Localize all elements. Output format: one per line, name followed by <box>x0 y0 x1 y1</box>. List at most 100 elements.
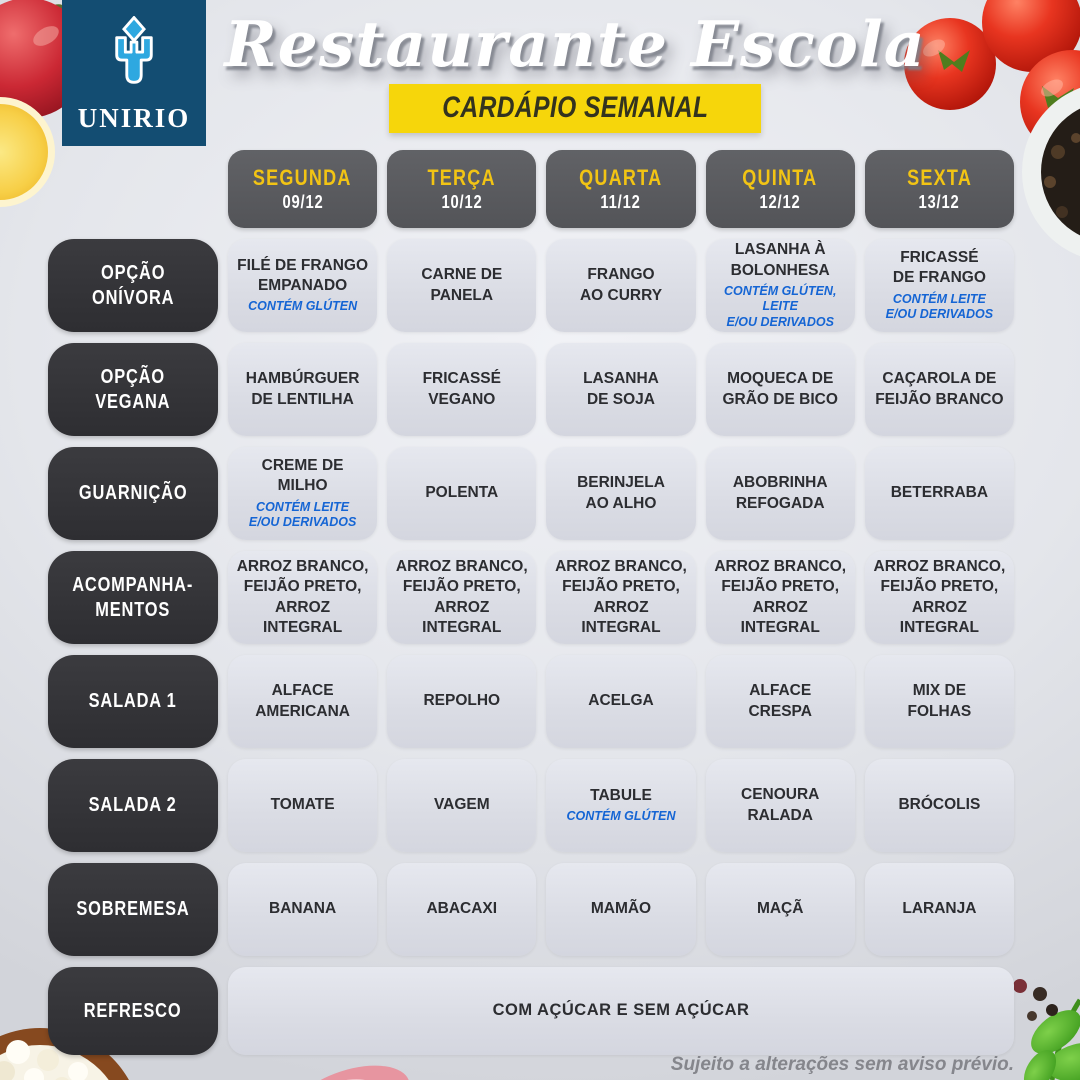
dish-name: MAÇÃ <box>756 900 804 918</box>
dish-name: MOQUECA DE GRÃO DE BICO <box>722 370 838 408</box>
dish-name: CARNE DE PANELA <box>421 266 503 304</box>
day-header-sexta: SEXTA 13/12 <box>864 150 1014 228</box>
row-header-label: OPÇÃO VEGANA <box>95 365 171 413</box>
menu-cell: BETERRABA <box>864 447 1014 540</box>
row-header-opcao-vegana: OPÇÃO VEGANA <box>48 343 218 436</box>
dish-name: CREME DE MILHO <box>261 457 344 495</box>
dish-name: FRICASSÉ DE FRANGO <box>892 249 986 287</box>
dish-name: ALFACE CRESPA <box>748 682 812 720</box>
menu-cell: POLENTA <box>387 447 537 540</box>
row-header-refresco: REFRESCO <box>48 967 218 1055</box>
menu-cell: CAÇAROLA DE FEIJÃO BRANCO <box>864 343 1014 436</box>
menu-cell: CENOURA RALADA <box>705 759 855 852</box>
menu-cell: BRÓCOLIS <box>864 759 1014 852</box>
menu-cell: ARROZ BRANCO, FEIJÃO PRETO, ARROZ INTEGR… <box>546 551 696 644</box>
subtitle-band: CARDÁPIO SEMANAL <box>388 84 762 134</box>
day-name: SEXTA <box>906 165 972 190</box>
row-header-label: SALADA 2 <box>89 794 177 816</box>
row-header-salada-2: SALADA 2 <box>48 759 218 852</box>
dish-name: FILÉ DE FRANGO EMPANADO <box>237 257 369 295</box>
menu-cell: ALFACE AMERICANA <box>228 655 378 748</box>
dish-name: COM AÇÚCAR E SEM AÇÚCAR <box>492 1001 750 1020</box>
row-header-guarnicao: GUARNIÇÃO <box>48 447 218 540</box>
menu-cell: BERINJELA AO ALHO <box>546 447 696 540</box>
dish-name: BANANA <box>269 900 337 918</box>
allergen-note: CONTÉM GLÚTEN <box>566 809 676 824</box>
allergen-note: CONTÉM LEITE E/OU DERIVADOS <box>885 291 994 322</box>
day-header-terca: TERÇA 10/12 <box>387 150 537 228</box>
day-date: 13/12 <box>918 192 960 212</box>
day-header-quinta: QUINTA 12/12 <box>705 150 855 228</box>
unirio-logo-text: UNIRIO <box>77 103 191 133</box>
menu-cell: FRANGO AO CURRY <box>546 239 696 332</box>
menu-cell: MAMÃO <box>546 863 696 956</box>
menu-cell: ARROZ BRANCO, FEIJÃO PRETO, ARROZ INTEGR… <box>864 551 1014 644</box>
day-header-quarta: QUARTA 11/12 <box>546 150 696 228</box>
menu-cell: ABOBRINHA REFOGADA <box>705 447 855 540</box>
dish-name: FRANGO AO CURRY <box>579 266 663 304</box>
day-name: QUINTA <box>742 165 818 190</box>
day-name: QUARTA <box>579 165 663 190</box>
menu-cell: VAGEM <box>387 759 537 852</box>
day-name: SEGUNDA <box>253 165 352 190</box>
menu-cell: LASANHA DE SOJA <box>546 343 696 436</box>
menu-cell: HAMBÚRGUER DE LENTILHA <box>228 343 378 436</box>
menu-cell: CARNE DE PANELA <box>387 239 537 332</box>
dish-name: VAGEM <box>433 796 490 814</box>
dish-name: ABOBRINHA REFOGADA <box>732 474 828 512</box>
menu-cell: MAÇÃ <box>705 863 855 956</box>
menu-cell: MIX DE FOLHAS <box>864 655 1014 748</box>
menu-cell: ARROZ BRANCO, FEIJÃO PRETO, ARROZ INTEGR… <box>387 551 537 644</box>
dish-name: TABULE <box>590 787 652 805</box>
row-header-label: REFRESCO <box>84 999 182 1022</box>
dish-name: POLENTA <box>425 484 499 502</box>
menu-cell: ALFACE CRESPA <box>705 655 855 748</box>
day-date: 10/12 <box>441 192 483 212</box>
menu-cell: FRICASSÉ DE FRANGO CONTÉM LEITE E/OU DER… <box>864 239 1014 332</box>
row-header-label: SALADA 1 <box>89 690 177 712</box>
dish-name: ABACAXI <box>426 900 498 918</box>
dish-name: TOMATE <box>270 796 335 814</box>
dish-name: ARROZ BRANCO, FEIJÃO PRETO, ARROZ INTEGR… <box>395 558 528 636</box>
dish-name: ACELGA <box>588 692 654 710</box>
allergen-note: CONTÉM GLÚTEN <box>248 299 358 314</box>
dish-name: LASANHA DE SOJA <box>583 370 659 408</box>
menu-cell: MOQUECA DE GRÃO DE BICO <box>705 343 855 436</box>
menu-cell: TABULE CONTÉM GLÚTEN <box>546 759 696 852</box>
row-header-label: ACOMPANHA- MENTOS <box>72 573 194 621</box>
subtitle-text: CARDÁPIO SEMANAL <box>441 91 709 125</box>
dish-name: FRICASSÉ VEGANO <box>422 370 501 408</box>
row-header-salada-1: SALADA 1 <box>48 655 218 748</box>
row-header-sobremesa: SOBREMESA <box>48 863 218 956</box>
row-header-label: OPÇÃO ONÍVORA <box>91 261 175 309</box>
unirio-logo-glyph <box>115 16 153 84</box>
unirio-logo: UNIRIO <box>62 0 206 146</box>
dish-name: ARROZ BRANCO, FEIJÃO PRETO, ARROZ INTEGR… <box>555 558 687 636</box>
day-header-segunda: SEGUNDA 09/12 <box>228 150 378 228</box>
menu-cell: REPOLHO <box>387 655 537 748</box>
menu-cell: ARROZ BRANCO, FEIJÃO PRETO, ARROZ INTEGR… <box>228 551 378 644</box>
dish-name: REPOLHO <box>423 692 501 710</box>
row-header-opcao-onivora: OPÇÃO ONÍVORA <box>48 239 218 332</box>
dish-name: ALFACE AMERICANA <box>255 682 350 720</box>
day-date: 11/12 <box>600 192 642 212</box>
menu-cell: CREME DE MILHO CONTÉM LEITE E/OU DERIVAD… <box>228 447 378 540</box>
day-date: 09/12 <box>282 192 324 212</box>
dish-name: BERINJELA AO ALHO <box>577 474 665 512</box>
menu-cell: ABACAXI <box>387 863 537 956</box>
basil-photo <box>1023 998 1080 1080</box>
menu-cell: LARANJA <box>864 863 1014 956</box>
menu-cell-refresco: COM AÇÚCAR E SEM AÇÚCAR <box>228 967 1014 1055</box>
dish-name: CAÇAROLA DE FEIJÃO BRANCO <box>875 370 1004 408</box>
dish-name: BETERRABA <box>890 484 989 502</box>
dish-name: ARROZ BRANCO, FEIJÃO PRETO, ARROZ INTEGR… <box>714 558 847 636</box>
pepper-bowl-photo <box>1022 87 1080 257</box>
menu-cell: BANANA <box>228 863 378 956</box>
menu-cell: FRICASSÉ VEGANO <box>387 343 537 436</box>
dish-name: MIX DE FOLHAS <box>907 682 972 720</box>
menu-cell: ARROZ BRANCO, FEIJÃO PRETO, ARROZ INTEGR… <box>705 551 855 644</box>
menu-cell: LASANHA À BOLONHESA CONTÉM GLÚTEN, LEITE… <box>705 239 855 332</box>
grid-corner-spacer <box>48 150 218 228</box>
menu-cell: ACELGA <box>546 655 696 748</box>
row-header-label: GUARNIÇÃO <box>78 482 188 504</box>
